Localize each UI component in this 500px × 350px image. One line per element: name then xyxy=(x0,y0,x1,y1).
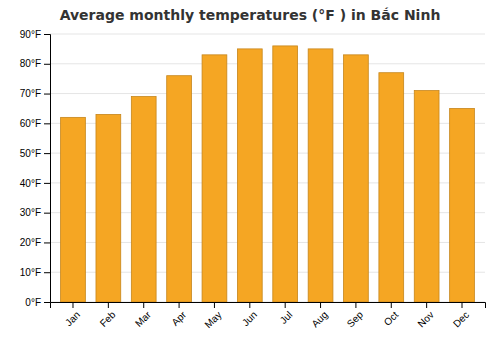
tick: 50°F xyxy=(20,148,50,159)
tick-label: 80°F xyxy=(20,58,41,69)
bar xyxy=(450,108,475,302)
bars xyxy=(61,46,475,302)
tick-mark xyxy=(143,302,144,308)
tick-label: 20°F xyxy=(20,237,41,248)
tick: Jan xyxy=(63,302,82,328)
tick: Jul xyxy=(278,302,295,326)
tick-label: 10°F xyxy=(20,267,41,278)
bar xyxy=(61,117,86,302)
tick-label: 30°F xyxy=(20,207,41,218)
tick-mark xyxy=(426,302,427,308)
tick-mark xyxy=(44,94,50,95)
tick-label: 70°F xyxy=(20,88,41,99)
tick: Oct xyxy=(382,302,401,328)
tick: 20°F xyxy=(20,237,50,248)
tick-mark xyxy=(44,272,50,273)
bar xyxy=(202,55,227,302)
tick-label: Oct xyxy=(382,309,401,328)
tick: Nov xyxy=(415,302,435,329)
tick: Jun xyxy=(240,302,259,328)
tick-label: 60°F xyxy=(20,118,41,129)
grid-line xyxy=(50,34,485,35)
tick-mark xyxy=(44,242,50,243)
tick-mark xyxy=(285,302,286,308)
plot: 0°F 10°F 20°F 30°F 40°F 50°F 60°F 70°F 80°F 90°F J… xyxy=(20,29,486,331)
tick-label: Mar xyxy=(133,309,153,329)
tick-mark xyxy=(179,302,180,308)
tick-label: May xyxy=(202,309,223,330)
tick: Feb xyxy=(98,302,118,329)
tick-mark xyxy=(44,64,50,65)
tick-mark xyxy=(44,183,50,184)
tick-mark xyxy=(108,302,109,308)
tick-label: 90°F xyxy=(20,29,41,40)
tick-label: 40°F xyxy=(20,178,41,189)
grid-line xyxy=(50,63,485,64)
x-axis: Jan Feb Mar Apr May Jun Jul Aug Sep Oct Nov Dec xyxy=(51,302,486,330)
tick-mark xyxy=(462,302,463,308)
chart: 0°F 10°F 20°F 30°F 40°F 50°F 60°F 70°F 80°F 90°F J… xyxy=(0,0,500,350)
tick-mark xyxy=(44,123,50,124)
tick-mark xyxy=(44,153,50,154)
bar xyxy=(96,114,121,302)
tick-label: 50°F xyxy=(20,148,41,159)
tick: 70°F xyxy=(20,88,50,99)
grid xyxy=(50,34,485,302)
tick-label: Aug xyxy=(309,309,329,329)
tick: 80°F xyxy=(20,58,50,69)
tick: Sep xyxy=(345,302,366,329)
title: Average monthly temperatures (°F ) in Bắ… xyxy=(60,7,441,23)
tick-mark xyxy=(44,34,50,35)
bar xyxy=(414,91,439,302)
tick-mark xyxy=(44,213,50,214)
tick-label: Feb xyxy=(98,309,118,329)
bar xyxy=(379,73,404,302)
tick-mark xyxy=(391,302,392,308)
tick: 0°F xyxy=(25,297,50,308)
tick: 40°F xyxy=(20,178,50,189)
tick: 90°F xyxy=(20,29,50,40)
tick: Dec xyxy=(451,302,471,329)
tick: Aug xyxy=(309,302,329,329)
y-axis: 0°F 10°F 20°F 30°F 40°F 50°F 60°F 70°F 80°F 90°F xyxy=(20,29,51,308)
tick-label: Jun xyxy=(240,309,259,328)
axis-line xyxy=(44,35,51,303)
tick-mark xyxy=(72,302,73,308)
bar xyxy=(344,55,369,302)
tick: 60°F xyxy=(20,118,50,129)
tick-label: Apr xyxy=(169,309,188,328)
tick-label: Jul xyxy=(278,309,295,326)
bar xyxy=(237,49,262,302)
tick: May xyxy=(202,302,223,330)
bar xyxy=(131,97,156,302)
tick: Mar xyxy=(133,302,153,329)
tick-mark xyxy=(249,302,250,308)
tick-mark xyxy=(214,302,215,308)
tick: 10°F xyxy=(20,267,50,278)
bar xyxy=(308,49,333,302)
tick-mark xyxy=(355,302,356,308)
tick-label: Nov xyxy=(415,309,435,329)
tick-label: 0°F xyxy=(25,297,41,308)
tick-label: Dec xyxy=(451,309,471,329)
bar xyxy=(167,76,192,302)
tick-label: Jan xyxy=(63,309,82,328)
bar xyxy=(273,46,298,302)
axis-line xyxy=(51,303,486,309)
tick: Apr xyxy=(169,302,188,328)
tick: 30°F xyxy=(20,207,50,218)
tick-mark xyxy=(320,302,321,308)
tick-mark xyxy=(44,302,50,303)
tick-label: Sep xyxy=(345,309,366,330)
